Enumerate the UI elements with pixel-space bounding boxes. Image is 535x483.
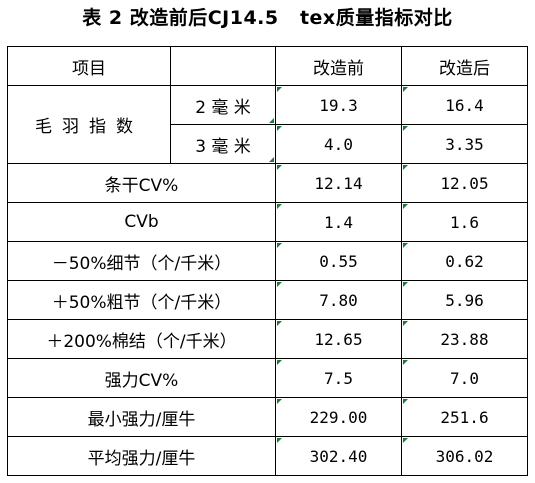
- row-label-cell: －50%细节（个/千米）: [7, 241, 276, 281]
- after-value-cell: 1.6: [401, 202, 528, 242]
- after-value-cell: 23.88: [401, 319, 528, 359]
- row-label-cell: 条干CV%: [7, 163, 276, 203]
- row-label-cell: 最小强力/厘牛: [7, 397, 276, 437]
- table-row: 强力CV% 7.5 7.0: [7, 358, 528, 398]
- table-row: 毛羽指数 2 毫 米 19.3 16.4: [7, 85, 528, 164]
- after-value-cell: 16.4: [401, 85, 528, 125]
- before-value-cell: 7.80: [275, 280, 402, 320]
- header-after-cell: 改造后: [401, 46, 528, 86]
- table-row: 平均强力/厘牛 302.40 306.02: [7, 436, 528, 476]
- table-row: ＋50%粗节（个/千米） 7.80 5.96: [7, 280, 528, 320]
- after-value-cell: 7.0: [401, 358, 528, 398]
- before-value-cell: 12.65: [275, 319, 402, 359]
- hairiness-label-cell: 毛羽指数: [7, 85, 171, 164]
- quality-comparison-table: 项目 改造前 改造后 毛羽指数 2 毫 米 19.3 16.4 3 毫 米 4.…: [7, 46, 528, 476]
- header-empty-cell: [170, 46, 276, 86]
- table-row: 条干CV% 12.14 12.05: [7, 163, 528, 203]
- row-label-cell: 平均强力/厘牛: [7, 436, 276, 476]
- header-item-cell: 项目: [7, 46, 171, 86]
- before-value-cell: 4.0: [275, 124, 402, 164]
- row-label-cell: 强力CV%: [7, 358, 276, 398]
- after-value-cell: 0.62: [401, 241, 528, 281]
- table-row: ＋200%棉结（个/千米） 12.65 23.88: [7, 319, 528, 359]
- hairiness-sub-cell: 2 毫 米: [170, 85, 276, 125]
- before-value-cell: 0.55: [275, 241, 402, 281]
- after-value-cell: 3.35: [401, 124, 528, 164]
- before-value-cell: 1.4: [275, 202, 402, 242]
- before-value-cell: 12.14: [275, 163, 402, 203]
- table-row: 最小强力/厘牛 229.00 251.6: [7, 397, 528, 437]
- hairiness-sub-cell: 3 毫 米: [170, 124, 276, 164]
- before-value-cell: 302.40: [275, 436, 402, 476]
- table-title: 表 2 改造前后CJ14.5 tex质量指标对比: [82, 7, 453, 29]
- row-label-cell: ＋200%棉结（个/千米）: [7, 319, 276, 359]
- row-label-cell: ＋50%粗节（个/千米）: [7, 280, 276, 320]
- table-row: －50%细节（个/千米） 0.55 0.62: [7, 241, 528, 281]
- after-value-cell: 12.05: [401, 163, 528, 203]
- before-value-cell: 19.3: [275, 85, 402, 125]
- row-label-cell: CVb: [7, 202, 276, 242]
- after-value-cell: 306.02: [401, 436, 528, 476]
- header-row: 项目 改造前 改造后: [7, 46, 528, 86]
- header-before-cell: 改造前: [275, 46, 402, 86]
- table-row: CVb 1.4 1.6: [7, 202, 528, 242]
- before-value-cell: 7.5: [275, 358, 402, 398]
- after-value-cell: 5.96: [401, 280, 528, 320]
- before-value-cell: 229.00: [275, 397, 402, 437]
- after-value-cell: 251.6: [401, 397, 528, 437]
